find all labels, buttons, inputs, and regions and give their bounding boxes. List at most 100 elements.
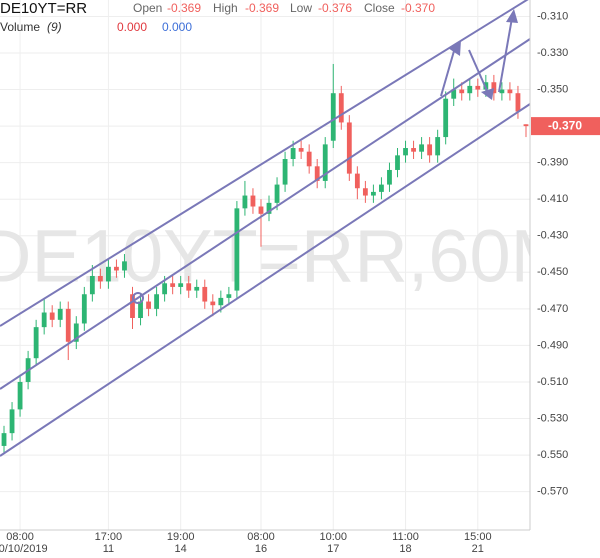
candle-body: [427, 144, 433, 156]
x-tick-date: 11: [103, 543, 114, 555]
header-label: Open: [133, 1, 162, 15]
x-tick-date: 17: [327, 543, 339, 555]
candle-body: [491, 82, 497, 94]
candle-body: [459, 89, 465, 94]
candle-body: [499, 89, 505, 94]
x-tick-date: 14: [175, 543, 187, 555]
candle-body: [346, 122, 352, 174]
candle-body: [186, 283, 192, 291]
candle-body: [338, 93, 344, 123]
y-tick-label: -0.310: [537, 10, 568, 22]
candle-body: [467, 85, 473, 94]
marker-circle: [132, 292, 144, 304]
candle-body: [17, 381, 23, 410]
candle-body: [403, 148, 408, 156]
x-tick-date: 16: [255, 543, 267, 555]
candle-body: [274, 184, 280, 203]
y-tick-label: -0.570: [537, 486, 568, 498]
x-tick-label: 08:00: [6, 531, 34, 543]
candle-body: [97, 275, 103, 282]
candle-body: [234, 208, 240, 291]
candle-body: [411, 148, 416, 152]
candle-body: [306, 151, 312, 167]
candle-body: [146, 301, 151, 309]
candle-body: [9, 409, 15, 434]
candle-body: [154, 294, 159, 309]
candle-body: [395, 155, 400, 170]
y-tick-label: -0.470: [537, 303, 568, 315]
header-value: -0.376: [318, 1, 352, 15]
candle-body: [194, 286, 200, 291]
last-price-tag: [531, 117, 600, 136]
candle-body: [258, 206, 264, 214]
candle-body: [379, 184, 384, 192]
candle-body: [419, 144, 424, 152]
candle-body: [210, 301, 216, 306]
candle-body: [57, 308, 63, 320]
candle-body: [138, 301, 143, 318]
y-tick-label: -0.450: [537, 266, 568, 278]
x-tick-label: 15:00: [464, 531, 492, 543]
y-tick-label: -0.490: [537, 339, 568, 351]
candle-body: [523, 124, 529, 127]
header: DE10YT=RR Open -0.369 High -0.369 Low -0.376 C…: [0, 0, 435, 34]
x-tick-date: 21: [472, 543, 484, 555]
y-tick-label: -0.350: [537, 83, 568, 95]
candle-body: [130, 294, 135, 318]
candle-body: [65, 308, 71, 342]
y-tick-label: -0.330: [537, 47, 568, 59]
candle-body: [451, 89, 457, 99]
header-label: Low: [290, 1, 312, 15]
candle-body: [242, 195, 248, 209]
candle-body: [314, 166, 320, 181]
candle-body: [250, 195, 256, 207]
candle-body: [330, 93, 336, 141]
candle-body: [202, 286, 208, 302]
arrow: [440, 43, 457, 97]
candle-body: [266, 202, 272, 214]
y-tick-label: -0.530: [537, 412, 568, 424]
channel-middle: [0, 38, 530, 390]
candle-body: [507, 89, 513, 94]
watermark: DE10YT=RR,60M: [0, 215, 572, 298]
y-tick-label: -0.390: [537, 157, 568, 169]
x-tick-label: 11:00: [392, 531, 419, 543]
candle-body: [89, 275, 95, 295]
candle-body: [81, 294, 87, 324]
candle-body: [226, 294, 232, 298]
y-tick-label: -0.410: [537, 193, 568, 205]
x-tick-date: 18: [399, 543, 411, 555]
channel: [0, 0, 530, 457]
candle-body: [298, 148, 304, 152]
candle-body: [371, 191, 376, 196]
candle-body: [41, 312, 47, 328]
candle-body: [106, 266, 111, 282]
x-tick-date: 10/10/2019: [0, 543, 48, 555]
grid: [0, 0, 530, 530]
x-tick-label: 17:00: [95, 531, 123, 543]
arrow: [498, 17, 513, 93]
candle-body: [170, 283, 176, 287]
volume-value: 0.000: [162, 20, 192, 34]
axes: -0.310 -0.330 -0.350 -0.370 -0.390 -0.410 -0.4…: [0, 10, 600, 555]
arrow-head: [506, 9, 518, 23]
candle-body: [122, 261, 127, 271]
header-label: High: [213, 1, 238, 15]
candle-body: [1, 433, 7, 446]
arrow-head: [448, 40, 461, 56]
candle-body: [290, 148, 296, 159]
candle-body: [387, 169, 392, 185]
candle-body: [362, 188, 368, 196]
x-tick-label: 19:00: [167, 531, 195, 543]
candle-body: [354, 173, 360, 189]
candle-body: [435, 137, 441, 156]
arrow: [468, 49, 489, 94]
arrow-head: [481, 88, 494, 100]
candle-body: [218, 297, 224, 306]
header-label: Close: [364, 1, 395, 15]
last-price-label: -0.370: [548, 118, 582, 132]
x-tick-label: 08:00: [247, 531, 275, 543]
y-tick-label: -0.550: [537, 449, 568, 461]
candle-body: [282, 159, 288, 185]
